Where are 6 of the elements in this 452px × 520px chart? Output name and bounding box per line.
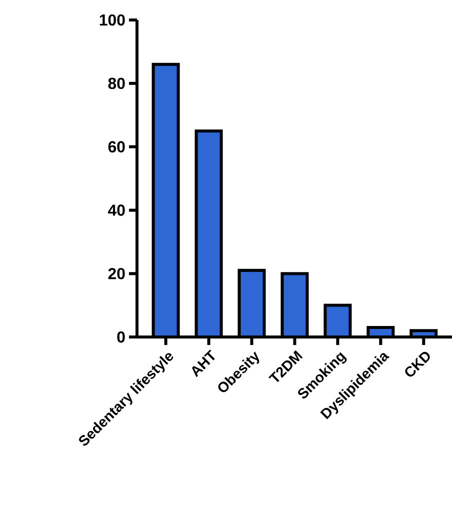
y-tick-label: 100 [100, 14, 125, 26]
y-tick-label: 20 [108, 268, 125, 280]
y-tick-label: 60 [108, 141, 125, 152]
y-tick-label: 0 [117, 331, 125, 343]
y-tick-label: 80 [108, 78, 125, 90]
y-tick-label: 40 [108, 204, 125, 216]
